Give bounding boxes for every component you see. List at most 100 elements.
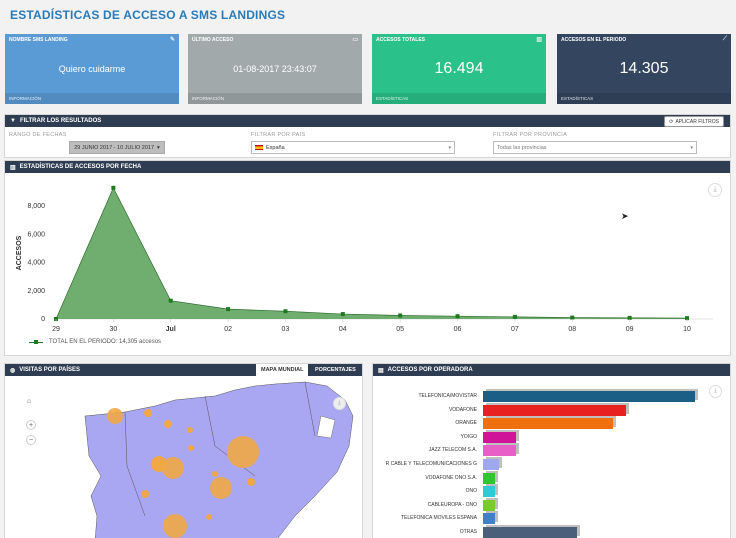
country-value: España <box>266 144 285 151</box>
data-point <box>455 314 460 319</box>
operators-title: ACCESOS POR OPERADORA <box>387 367 473 373</box>
card-value-text: 01-08-2017 23:43:07 <box>233 64 317 74</box>
date-chart-panel: ▥ ESTADÍSTICAS DE ACCESOS POR FECHA 0 2,0… <box>4 160 731 356</box>
y-tick-label: 4,000 <box>27 260 45 267</box>
globe-icon: ◍ <box>10 367 16 374</box>
operator-label: VODAFONE ONO S.A. <box>425 474 477 481</box>
x-tick-label: 03 <box>282 326 290 333</box>
data-point <box>111 185 116 190</box>
legend-marker-icon <box>29 339 43 344</box>
x-tick-label: 02 <box>224 326 232 333</box>
operator-bar <box>483 445 516 457</box>
zoom-out-button[interactable]: − <box>26 435 36 445</box>
country-label: FILTRAR POR PAÍS <box>251 132 306 138</box>
filter-panel-title: FILTRAR LOS RESULTADOS <box>19 118 102 124</box>
operator-bar <box>483 527 577 538</box>
refresh-icon: ⟳ <box>669 118 674 125</box>
series-line <box>55 187 688 320</box>
y-tick-label: 2,000 <box>27 288 45 295</box>
area-fill <box>56 187 687 319</box>
x-tick-label: 30 <box>109 326 117 333</box>
card-value-text: 16.494 <box>434 60 484 77</box>
spain-flag-icon <box>255 145 263 150</box>
date-chart-header: ▥ ESTADÍSTICAS DE ACCESOS POR FECHA <box>5 161 730 173</box>
card-value: Quiero cuidarme <box>5 45 179 93</box>
map-panel: ◍ VISITAS POR PAÍSES MAPA MUNDIAL PORCEN… <box>4 363 363 538</box>
operators-download-button[interactable]: ⤓ <box>709 385 722 398</box>
card-value-text: 14.305 <box>619 60 669 77</box>
stat-card: NOMBRE SMS LANDING ✎ Quiero cuidarme INFO… <box>5 34 179 104</box>
range-label: RANGO DE FECHAS <box>9 132 67 138</box>
download-button[interactable]: ⤓ <box>708 183 722 197</box>
data-point <box>512 314 517 319</box>
card-footer-label: ESTADÍSTICAS <box>561 96 594 101</box>
card-header: ACCESOS EN EL PERIODO ⟋ <box>557 34 731 45</box>
operator-bar <box>483 486 496 498</box>
card-footer: INFORMACIÓN <box>188 93 362 104</box>
y-axis-label: ACCESOS <box>16 235 23 270</box>
x-tick-label: 06 <box>454 326 462 333</box>
card-icon: ▭ <box>352 37 358 43</box>
x-tick-label: 05 <box>396 326 404 333</box>
filter-icon: ▼ <box>10 118 16 124</box>
zoom-in-button[interactable]: + <box>26 420 36 430</box>
operator-label: OTRAS <box>459 529 477 535</box>
operator-label: JAZZ TELECOM S.A. <box>428 447 477 454</box>
province-select[interactable]: Todas las provincias ▾ <box>493 141 697 154</box>
data-point <box>340 312 345 317</box>
x-tick-label: 08 <box>568 326 576 333</box>
card-header: ACCESOS TOTALES ▥ <box>372 34 546 45</box>
operator-bar <box>483 391 695 402</box>
x-tick-label: 07 <box>511 326 519 333</box>
access-by-date-chart: 0 2,000 4,000 6,000 8,000 29 30 Jul 02 03 04 05 06 07… <box>16 185 713 333</box>
list-icon: ▤ <box>378 367 384 374</box>
operator-bar <box>483 459 500 470</box>
date-range-value: 29 JUNIO 2017 - 10 JULIO 2017 <box>74 144 155 151</box>
tab-world-map[interactable]: MAPA MUNDIAL <box>256 364 309 376</box>
home-icon[interactable]: ⌂ <box>27 398 32 405</box>
card-footer-label: ESTADÍSTICAS <box>376 96 409 101</box>
bar-chart-icon: ▥ <box>536 37 542 43</box>
operator-label: TELEFONICA/MOVISTAR <box>418 393 477 399</box>
map-download-button[interactable]: ⤓ <box>333 397 346 410</box>
x-tick-label: 09 <box>626 326 634 333</box>
data-point <box>398 313 403 318</box>
date-chart-title: ESTADÍSTICAS DE ACCESOS POR FECHA <box>19 164 142 170</box>
x-tick-label: 04 <box>339 326 347 333</box>
card-value-text: Quiero cuidarme <box>58 64 126 74</box>
operator-bar <box>483 418 614 430</box>
card-header-label: NOMBRE SMS LANDING <box>9 36 68 43</box>
chart-legend: TOTAL EN EL PERIODO: 14,305 accesos <box>29 339 161 345</box>
chevron-down-icon: ▾ <box>157 144 160 151</box>
operators-panel: ▤ ACCESOS POR OPERADORA TELEFONICA/MOVIS… <box>372 363 731 538</box>
pencil-icon: ✎ <box>169 37 175 43</box>
data-point <box>570 315 575 320</box>
card-footer-label: INFORMACIÓN <box>9 96 41 101</box>
tab-percentages[interactable]: PORCENTAJES <box>310 364 361 376</box>
data-point <box>226 307 231 312</box>
card-header-label: ACCESOS EN EL PERIODO <box>561 36 627 43</box>
card-value: 01-08-2017 23:43:07 <box>188 45 362 93</box>
card-footer: ESTADÍSTICAS <box>557 93 731 104</box>
country-select[interactable]: España ▾ <box>251 141 455 154</box>
x-tick-label: 29 <box>52 326 60 333</box>
apply-filters-button[interactable]: ⟳ APLICAR FILTROS <box>664 116 724 127</box>
province-value: Todas las provincias <box>497 144 547 151</box>
apply-filters-label: APLICAR FILTROS <box>675 118 719 125</box>
card-footer: INFORMACIÓN <box>5 93 179 104</box>
line-chart-icon: ⟋ <box>722 36 727 42</box>
card-header: ÚLTIMO ACCESO ▭ <box>188 34 362 45</box>
operator-label: ONO <box>465 488 477 495</box>
stat-card: ACCESOS TOTALES ▥ 16.494 ESTADÍSTICAS <box>372 34 546 104</box>
y-tick-label: 8,000 <box>27 203 45 210</box>
x-tick-label: 10 <box>683 326 691 333</box>
filter-panel-header: ▼ FILTRAR LOS RESULTADOS <box>5 115 730 127</box>
operators-header: ▤ ACCESOS POR OPERADORA <box>373 364 730 376</box>
bar-chart-icon: ▥ <box>10 164 16 171</box>
card-header-label: ACCESOS TOTALES <box>376 36 425 43</box>
operator-bar <box>483 431 516 443</box>
date-range-picker[interactable]: 29 JUNIO 2017 - 10 JULIO 2017 ▾ <box>69 141 165 154</box>
map-land <box>84 381 354 538</box>
x-tick-label: Jul <box>166 326 176 333</box>
map-title: VISITAS POR PAÍSES <box>19 367 81 373</box>
